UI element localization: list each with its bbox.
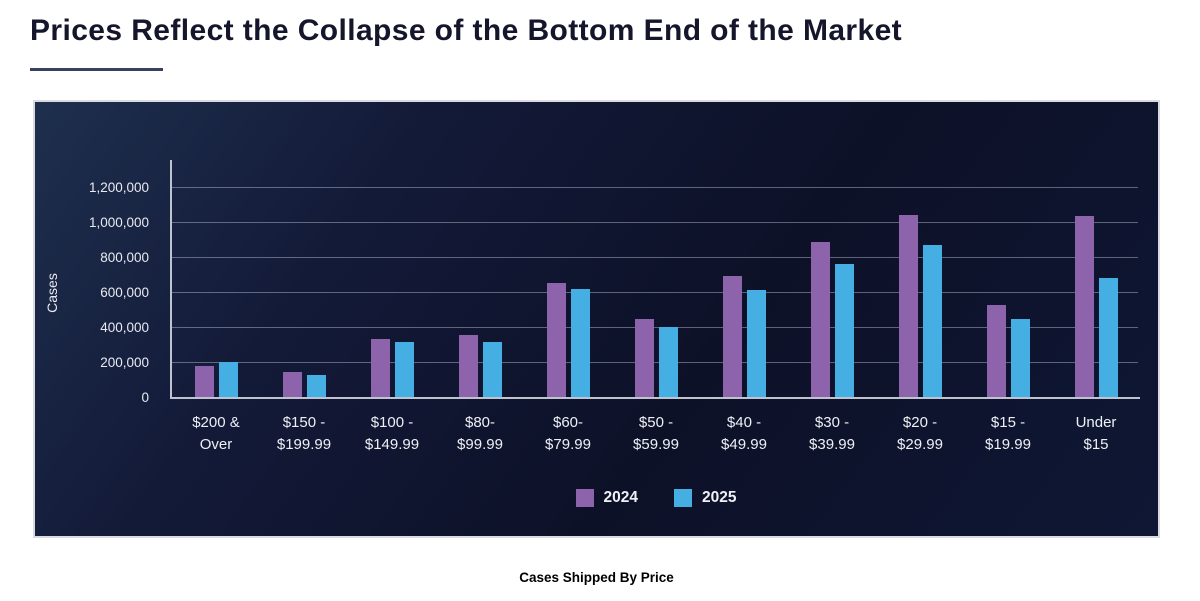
y-tick-label: 600,000 bbox=[100, 285, 149, 300]
y-axis-title: Cases bbox=[44, 273, 60, 313]
legend-label: 2024 bbox=[603, 489, 638, 506]
x-tick-label: $20 - $29.99 bbox=[897, 414, 943, 453]
gridline bbox=[172, 187, 1138, 188]
bar-2025 bbox=[306, 375, 326, 397]
legend-swatch-2025 bbox=[674, 489, 692, 507]
bar-group bbox=[436, 162, 524, 397]
gridline bbox=[172, 257, 1138, 258]
bar-2025 bbox=[922, 245, 942, 397]
legend-label: 2025 bbox=[702, 489, 737, 506]
x-tick-label: $50 - $59.99 bbox=[633, 414, 679, 453]
chart-panel: 0 200,000 400,000 600,000 800,000 1,000,000 1,… bbox=[33, 100, 1160, 538]
y-tick-label: 200,000 bbox=[100, 355, 149, 370]
legend-swatch-2024 bbox=[575, 489, 594, 507]
bar-group bbox=[348, 162, 436, 397]
bar-group bbox=[260, 162, 348, 397]
bar-2025 bbox=[1098, 278, 1118, 397]
gridline bbox=[172, 292, 1138, 293]
x-tick-label: $200 & Over bbox=[192, 414, 240, 453]
bar-group bbox=[172, 162, 260, 397]
bar-2024 bbox=[282, 372, 302, 397]
gridline bbox=[172, 362, 1138, 363]
gridline bbox=[172, 327, 1138, 328]
bar-2025 bbox=[658, 327, 678, 397]
x-axis-line bbox=[170, 397, 1140, 399]
bar-group bbox=[524, 162, 612, 397]
gridline bbox=[172, 222, 1138, 223]
bar-2025 bbox=[482, 342, 502, 397]
bar-2025 bbox=[394, 342, 414, 397]
bar-2024 bbox=[370, 339, 390, 397]
bar-group bbox=[788, 162, 876, 397]
page-title: Prices Reflect the Collapse of the Botto… bbox=[30, 14, 903, 47]
x-tick-label: $80- $99.99 bbox=[457, 414, 503, 453]
bar-2025 bbox=[218, 362, 238, 397]
bar-group bbox=[1052, 162, 1140, 397]
bar-2024 bbox=[546, 283, 566, 397]
bar-group bbox=[612, 162, 700, 397]
bar-group bbox=[964, 162, 1052, 397]
plot-area bbox=[172, 162, 1140, 397]
legend-item-2025: 2025 bbox=[674, 489, 736, 507]
bar-2025 bbox=[570, 289, 590, 397]
x-tick-label: $100 - $149.99 bbox=[364, 414, 420, 453]
bar-2024 bbox=[722, 276, 742, 397]
x-tick-label: $40 - $49.99 bbox=[721, 414, 767, 453]
bar-2024 bbox=[458, 335, 478, 397]
y-tick-label: 400,000 bbox=[100, 320, 149, 335]
bar-2024 bbox=[898, 215, 918, 397]
x-tick-label: Under $15 bbox=[1075, 414, 1117, 453]
x-tick-label: $15 - $19.99 bbox=[985, 414, 1031, 453]
bar-2024 bbox=[194, 366, 214, 397]
bar-2024 bbox=[810, 242, 830, 397]
legend: 2024 2025 bbox=[172, 489, 1140, 507]
bar-2024 bbox=[634, 319, 654, 397]
x-tick-label: $150 - $199.99 bbox=[276, 414, 332, 453]
title-underline bbox=[30, 68, 163, 71]
y-axis-line bbox=[170, 160, 172, 399]
y-tick-label: 0 bbox=[141, 390, 149, 405]
bar-2024 bbox=[1074, 216, 1094, 397]
bar-group bbox=[876, 162, 964, 397]
bar-2025 bbox=[1010, 319, 1030, 397]
bar-group bbox=[700, 162, 788, 397]
y-tick-label: 1,200,000 bbox=[88, 180, 149, 195]
bar-2024 bbox=[986, 305, 1006, 397]
bar-2025 bbox=[834, 264, 854, 397]
bar-2025 bbox=[746, 290, 766, 397]
y-tick-label: 800,000 bbox=[100, 250, 149, 265]
chart-caption: Cases Shipped By Price bbox=[519, 570, 674, 585]
y-tick-label: 1,000,000 bbox=[88, 215, 149, 230]
x-tick-label: $60- $79.99 bbox=[545, 414, 591, 453]
legend-item-2024: 2024 bbox=[575, 489, 638, 507]
x-tick-label: $30 - $39.99 bbox=[809, 414, 855, 453]
